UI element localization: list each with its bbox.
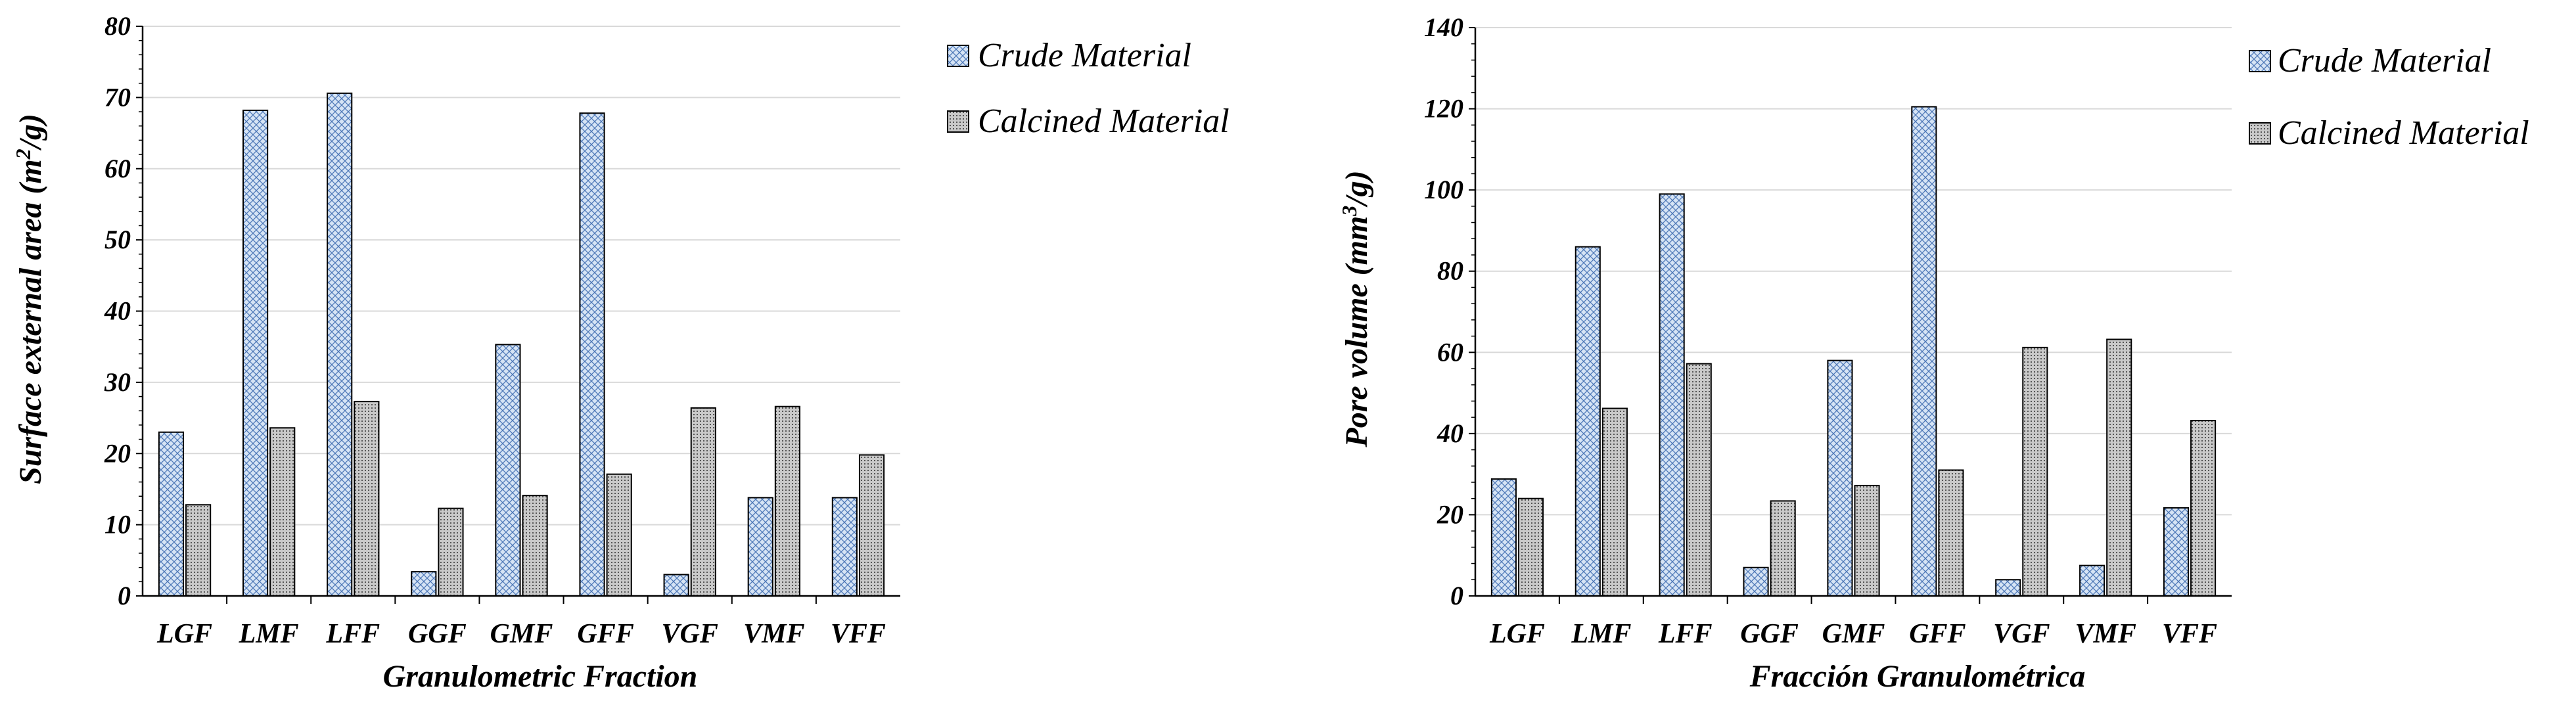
y-tick-label: 0 <box>118 581 131 610</box>
bar-crude-gff <box>1911 106 1937 597</box>
x-tick-label: GFF <box>1909 619 1966 649</box>
bar-calcined-lgf <box>1517 497 1544 597</box>
bar-crude-lgf <box>1490 478 1517 597</box>
y-tick-label: 140 <box>1424 12 1463 42</box>
x-tick-label: LGF <box>1489 619 1545 649</box>
y-tick-label: 30 <box>104 367 131 397</box>
bar-calcined-vff <box>2190 420 2217 597</box>
pore-volume-bars <box>1490 106 2217 597</box>
x-tick-label: GGF <box>1740 619 1799 649</box>
y-tick-label: 70 <box>104 82 131 112</box>
bar-calcined-vgf <box>690 407 716 597</box>
y-tick-label: 50 <box>104 225 131 254</box>
x-tick-label: LMF <box>1571 619 1631 649</box>
surface-area-gridlines <box>143 26 900 526</box>
y-tick-label: 100 <box>1424 175 1463 204</box>
bar-calcined-lmf <box>269 427 296 597</box>
legend-calcined-swatch <box>947 110 969 133</box>
legend-calcined-label: Calcined Material <box>2278 114 2529 152</box>
pore-volume-axes: 0 20 40 60 80 100 120 140 LGF LMF LFF GGF GMF GFF VGF V… <box>1424 12 2232 649</box>
bar-crude-lmf <box>242 109 269 597</box>
x-tick-label: LMF <box>239 619 299 649</box>
y-tick-label: 40 <box>104 296 131 326</box>
y-tick-label: 20 <box>1437 499 1463 529</box>
bar-calcined-lmf <box>1601 407 1628 597</box>
bar-crude-vmf <box>747 497 773 597</box>
legend-crude-label: Crude Material <box>2278 42 2491 80</box>
pore-volume-gridlines <box>1475 27 2232 516</box>
bar-calcined-lff <box>354 401 380 597</box>
x-tick-label: LFF <box>1658 619 1713 649</box>
x-tick-label: GMF <box>490 619 553 649</box>
bar-calcined-gmf <box>522 495 548 597</box>
x-tick-label: VMF <box>743 619 804 649</box>
bar-calcined-ggf <box>1770 500 1796 597</box>
bar-crude-gff <box>579 112 605 597</box>
pore-volume-xlabel: Fracción Granulométrica <box>1749 659 2086 694</box>
x-tick-label: GGF <box>408 619 467 649</box>
x-tick-label: VMF <box>2075 619 2136 649</box>
y-tick-label: 40 <box>1437 419 1463 448</box>
bar-crude-lff <box>1659 193 1685 597</box>
surface-area-ylabel: Surface external area (m2/g) <box>11 114 48 484</box>
x-tick-label: VGF <box>662 619 718 649</box>
bar-crude-vff <box>2163 507 2190 597</box>
y-tick-label: 80 <box>104 11 131 41</box>
legend-calcined-swatch <box>2249 122 2271 145</box>
x-tick-label: LGF <box>156 619 212 649</box>
legend-calcined-label: Calcined Material <box>978 102 1230 140</box>
y-tick-label: 0 <box>1450 581 1463 610</box>
bar-calcined-gmf <box>1854 484 1880 597</box>
bar-calcined-ggf <box>438 507 464 597</box>
bar-calcined-gff <box>1938 469 1964 597</box>
x-tick-label: GFF <box>577 619 633 649</box>
bar-calcined-lgf <box>185 504 212 597</box>
bar-calcined-vmf <box>774 405 800 597</box>
bar-calcined-gff <box>606 473 632 597</box>
y-tick-label: 20 <box>104 438 131 468</box>
y-tick-label: 120 <box>1424 94 1463 124</box>
pore-volume-ylabel: Pore volume (mm3/g) <box>1337 170 1374 447</box>
surface-area-legend: Crude Material Calcined Material <box>947 37 1230 140</box>
bar-calcined-vmf <box>2106 338 2132 597</box>
bar-crude-lmf <box>1575 246 1601 597</box>
y-tick-label: 80 <box>1437 256 1463 286</box>
pore-volume-chart: 0 20 40 60 80 100 120 140 LGF LMF LFF GGF GMF GFF VGF V… <box>1337 12 2529 694</box>
bar-calcined-lff <box>1686 363 1712 597</box>
bar-crude-gmf <box>495 344 521 597</box>
y-tick-label: 60 <box>104 154 131 183</box>
bar-calcined-vff <box>858 454 885 597</box>
x-tick-label: GMF <box>1822 619 1885 649</box>
pore-volume-legend: Crude Material Calcined Material <box>2249 42 2529 152</box>
bar-calcined-vgf <box>2022 346 2048 597</box>
legend-crude-swatch <box>2249 50 2271 72</box>
bar-crude-vgf <box>1995 579 2021 597</box>
y-tick-label: 60 <box>1437 337 1463 367</box>
bar-crude-ggf <box>1743 566 1769 597</box>
x-tick-label: VGF <box>1993 619 2050 649</box>
x-tick-label: LFF <box>325 619 380 649</box>
legend-crude-swatch <box>947 45 969 67</box>
bar-crude-vgf <box>663 574 689 597</box>
x-tick-label: VFF <box>831 619 886 649</box>
bar-crude-ggf <box>411 571 437 597</box>
surface-area-chart: 0 10 20 30 40 50 60 70 80 LGF LMF LFF GGF GMF GFF VGF VM… <box>11 11 1230 694</box>
x-tick-label: VFF <box>2162 619 2217 649</box>
bar-crude-vff <box>831 497 858 597</box>
surface-area-xlabel: Granulometric Fraction <box>383 659 698 694</box>
bar-crude-lgf <box>158 431 185 597</box>
bar-crude-gmf <box>1827 359 1853 597</box>
y-tick-label: 10 <box>104 510 131 539</box>
surface-area-axes: 0 10 20 30 40 50 60 70 80 LGF LMF LFF GGF GMF GFF VGF VM… <box>104 11 900 649</box>
bar-crude-lff <box>327 92 353 597</box>
surface-area-bars <box>158 92 885 597</box>
legend-crude-label: Crude Material <box>978 37 1191 74</box>
bar-crude-vmf <box>2079 564 2105 597</box>
